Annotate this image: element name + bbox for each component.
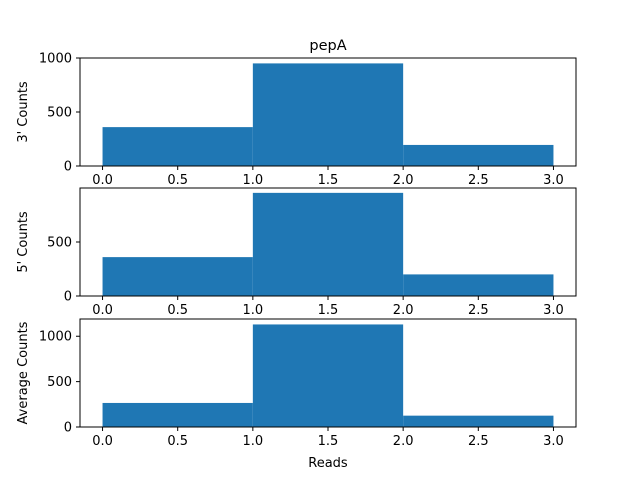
subplot-2: 0.0 0.5 1.0 1.5 2.0 2.5 3.0 0 500 5' Counts: [16, 187, 577, 318]
subplot-3: 0.0 0.5 1.0 1.5 2.0 2.5 3.0 0 500 1000 Average Cou…: [16, 318, 577, 471]
histogram-bar: [403, 274, 554, 296]
x-tick-label: 1.5: [318, 434, 339, 449]
y-tick-label: 0: [64, 160, 72, 175]
x-tick-label: 2.0: [393, 173, 414, 188]
x-tick-label: 3.0: [543, 173, 564, 188]
histogram-bar: [102, 127, 253, 166]
x-axis-label: Reads: [308, 456, 348, 471]
x-tick-label: 1.5: [318, 303, 339, 318]
y-axis-label: 3' Counts: [16, 81, 31, 143]
x-tick-label: 1.0: [243, 173, 264, 188]
y-tick-label: 500: [47, 106, 72, 121]
x-tick-label: 0.5: [167, 434, 188, 449]
x-tick-label: 2.5: [468, 173, 489, 188]
histogram-bar: [102, 402, 253, 427]
y-tick-label: 1000: [39, 52, 72, 67]
x-tick-label: 3.0: [543, 303, 564, 318]
x-tick-label: 2.5: [468, 303, 489, 318]
x-tick-label: 0.0: [92, 303, 113, 318]
x-tick-label: 1.0: [243, 434, 264, 449]
x-tick-label: 0.5: [167, 173, 188, 188]
x-tick-label: 0.5: [167, 303, 188, 318]
y-axis-label: 5' Counts: [16, 211, 31, 273]
histogram-bar: [252, 192, 404, 296]
subplot-panels: 0.0 0.5 1.0 1.5 2.0 2.5 3.0 0 500 1000 3' Counts pe…: [16, 38, 577, 471]
chart-title: pepA: [309, 38, 346, 54]
histogram-bar: [252, 63, 404, 166]
subplot-1: 0.0 0.5 1.0 1.5 2.0 2.5 3.0 0 500 1000 3' Counts pe…: [16, 38, 577, 188]
x-tick-label: 2.0: [393, 303, 414, 318]
y-tick-label: 0: [64, 421, 72, 436]
x-tick-label: 0.0: [92, 173, 113, 188]
x-tick-label: 1.5: [318, 173, 339, 188]
y-axis-label: Average Counts: [16, 321, 31, 424]
histogram-bar: [102, 257, 253, 296]
x-tick-label: 2.5: [468, 434, 489, 449]
y-tick-label: 500: [47, 375, 72, 390]
x-tick-label: 3.0: [543, 434, 564, 449]
x-tick-label: 1.0: [243, 303, 264, 318]
histogram-bar: [252, 324, 404, 427]
x-tick-label: 0.0: [92, 434, 113, 449]
histogram-bar: [403, 415, 554, 427]
y-tick-label: 1000: [39, 330, 72, 345]
y-tick-label: 0: [64, 290, 72, 305]
x-tick-label: 2.0: [393, 434, 414, 449]
histogram-bar: [403, 144, 554, 166]
y-tick-label: 500: [47, 236, 72, 251]
